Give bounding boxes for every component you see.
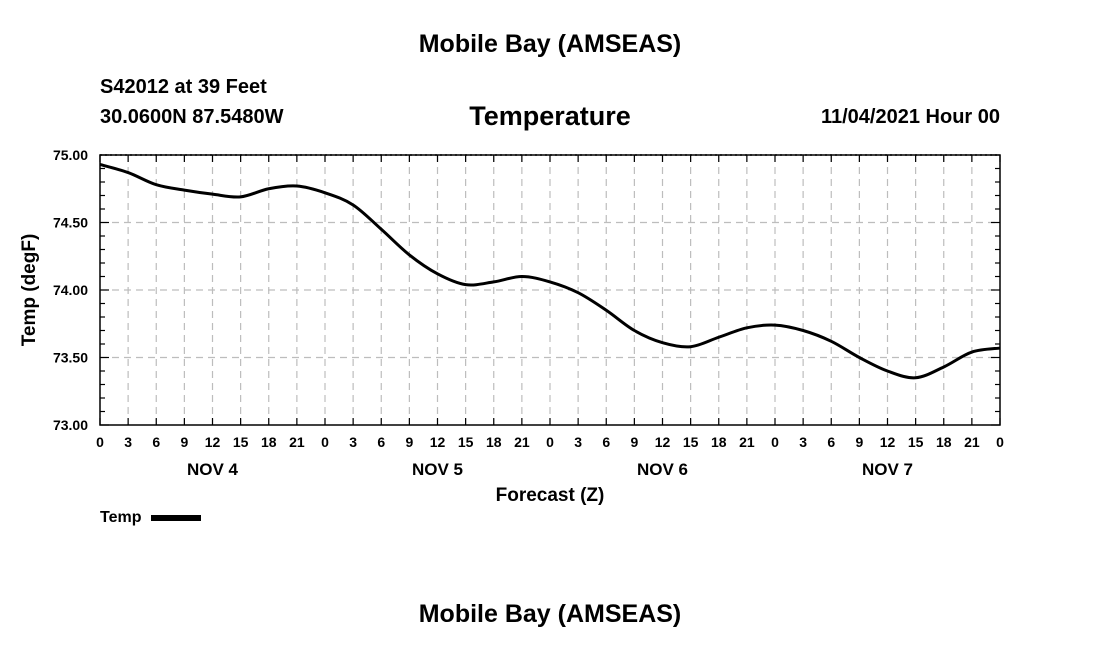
x-tick-label: 0: [996, 434, 1004, 450]
x-tick-label: 18: [711, 434, 727, 450]
x-tick-label: 6: [377, 434, 385, 450]
x-tick-label: 3: [124, 434, 132, 450]
x-tick-label: 15: [233, 434, 249, 450]
temperature-chart: 0 3 6 9 12 15 18 21 0 3 6 9 12 15 18 21 0 3 6 9 12 15 18 21 0 3 6 9…: [19, 147, 1004, 506]
x-tick-label: 0: [771, 434, 779, 450]
y-tick-label: 73.50: [53, 350, 88, 366]
page-title: Mobile Bay (AMSEAS): [418, 30, 682, 58]
y-tick-label: 73.00: [53, 417, 88, 433]
series-line-temp: [99, 163, 1001, 380]
day-label: NOV 7: [862, 460, 913, 479]
x-tick-label: 15: [908, 434, 924, 450]
x-tick-label: 0: [321, 434, 329, 450]
y-tick-label: 75.00: [53, 147, 88, 163]
x-tick-label: 3: [349, 434, 357, 450]
datetime-label: 11/04/2021 Hour 00: [820, 106, 1000, 128]
x-tick-label: 21: [964, 434, 980, 450]
x-tick-label: 18: [936, 434, 952, 450]
x-tick-label: 9: [180, 434, 188, 450]
legend-label: Temp: [100, 509, 142, 526]
x-tick-label: 12: [655, 434, 671, 450]
x-axis-label: Forecast (Z): [496, 485, 605, 506]
x-tick-label: 18: [486, 434, 502, 450]
x-tick-label: 0: [546, 434, 554, 450]
x-tick-label: 15: [683, 434, 699, 450]
chart-title: Temperature: [469, 101, 631, 131]
day-label: NOV 5: [412, 460, 463, 479]
x-tick-label: 9: [405, 434, 413, 450]
y-tick-label: 74.50: [53, 215, 88, 231]
x-tick-label: 9: [630, 434, 638, 450]
footer-title: Mobile Bay (AMSEAS): [418, 600, 682, 628]
x-tick-label: 12: [430, 434, 446, 450]
x-tick-label: 9: [855, 434, 863, 450]
day-label: NOV 6: [637, 460, 688, 479]
y-tick-label: 74.00: [53, 282, 88, 298]
x-tick-label: 12: [205, 434, 221, 450]
x-tick-label: 21: [289, 434, 305, 450]
x-tick-label: 21: [514, 434, 530, 450]
day-label: NOV 4: [187, 460, 239, 479]
x-tick-label: 3: [799, 434, 807, 450]
x-tick-label: 21: [739, 434, 755, 450]
x-tick-label: 6: [152, 434, 160, 450]
x-tick-label: 0: [96, 434, 104, 450]
x-tick-label: 12: [880, 434, 896, 450]
legend: Temp: [100, 509, 202, 527]
x-tick-label: 18: [261, 434, 277, 450]
x-tick-label: 15: [458, 434, 474, 450]
y-axis-label: Temp (degF): [19, 234, 40, 347]
x-tick-label: 6: [827, 434, 835, 450]
legend-swatch: [151, 515, 202, 521]
station-label: S42012 at 39 Feet: [100, 76, 267, 98]
x-tick-label: 3: [574, 434, 582, 450]
x-tick-label: 6: [602, 434, 610, 450]
coordinates-label: 30.0600N 87.5480W: [100, 106, 284, 128]
